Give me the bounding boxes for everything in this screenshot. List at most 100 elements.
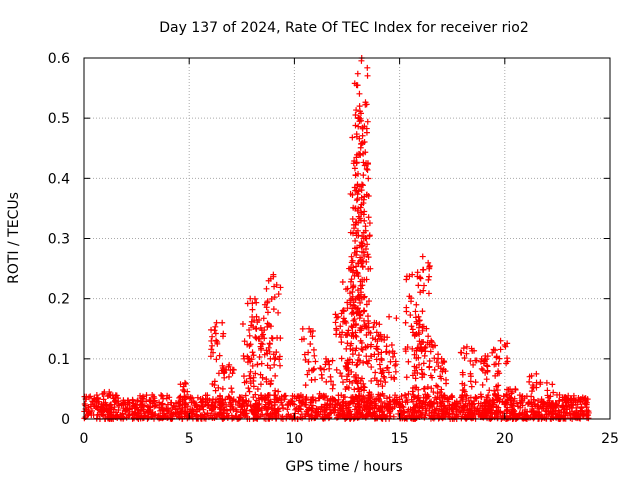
data-point (343, 319, 350, 326)
data-point (412, 314, 419, 321)
data-point (298, 336, 305, 343)
data-point (376, 361, 383, 368)
data-point (254, 361, 261, 368)
data-point (307, 399, 314, 406)
data-point (403, 374, 410, 381)
data-point (338, 392, 345, 399)
data-point (208, 337, 215, 344)
data-point (208, 326, 215, 333)
data-point (245, 385, 252, 392)
data-point (327, 373, 334, 380)
data-point (227, 403, 234, 410)
data-point (354, 294, 361, 301)
data-point (268, 335, 275, 342)
data-point (209, 406, 216, 413)
peak-point (556, 391, 563, 398)
data-point (368, 400, 375, 407)
data-point (355, 213, 362, 220)
data-point (493, 353, 500, 360)
data-point (105, 414, 112, 421)
data-point (139, 393, 146, 400)
data-point (473, 357, 480, 364)
data-point (246, 372, 253, 379)
data-point (159, 401, 166, 408)
data-point (345, 361, 352, 368)
data-point (349, 329, 356, 336)
data-point (347, 408, 354, 415)
data-point (123, 407, 130, 414)
data-point (411, 370, 418, 377)
data-point (131, 410, 138, 417)
data-point (333, 325, 340, 332)
data-point (229, 370, 236, 377)
data-point (337, 323, 344, 330)
data-point (264, 362, 271, 369)
data-point (370, 324, 377, 331)
data-point (308, 376, 315, 383)
data-point (431, 406, 438, 413)
data-point (364, 402, 371, 409)
data-point (470, 361, 477, 368)
data-point (275, 397, 282, 404)
data-point (265, 392, 272, 399)
data-point (308, 412, 315, 419)
data-point (363, 165, 370, 172)
data-point (467, 370, 474, 377)
data-point (89, 408, 96, 415)
data-point (261, 395, 268, 402)
data-point (516, 392, 523, 399)
data-point (420, 338, 427, 345)
data-point (403, 276, 410, 283)
data-point (354, 379, 361, 386)
data-point (483, 362, 490, 369)
data-point (134, 397, 141, 404)
data-point (497, 346, 504, 353)
data-point (413, 301, 420, 308)
data-point (313, 412, 320, 419)
data-point (375, 381, 382, 388)
data-point (90, 411, 97, 418)
data-point (359, 282, 366, 289)
data-point (367, 353, 374, 360)
data-point (271, 361, 278, 368)
data-point (344, 373, 351, 380)
data-point (316, 390, 323, 397)
data-point (334, 400, 341, 407)
data-point (501, 342, 508, 349)
data-point (403, 308, 410, 315)
data-point (359, 407, 366, 414)
data-point (491, 387, 498, 394)
data-point (372, 336, 379, 343)
data-point (355, 385, 362, 392)
data-point (265, 404, 272, 411)
data-point (537, 381, 544, 388)
data-point (219, 385, 226, 392)
data-point (349, 215, 356, 222)
data-point (372, 369, 379, 376)
data-point (459, 405, 466, 412)
data-point (549, 381, 556, 388)
peak-point (415, 313, 422, 320)
data-point (143, 392, 150, 399)
data-point (348, 295, 355, 302)
data-point (252, 370, 259, 377)
data-point (388, 341, 395, 348)
data-point (326, 365, 333, 372)
data-point (345, 327, 352, 334)
data-point (439, 400, 446, 407)
data-point (444, 396, 451, 403)
data-point (223, 401, 230, 408)
data-point (366, 395, 373, 402)
data-point (508, 401, 515, 408)
data-point (361, 162, 368, 169)
data-point (353, 333, 360, 340)
data-point (360, 412, 367, 419)
data-point (471, 398, 478, 405)
data-point (134, 414, 141, 421)
data-point (349, 347, 356, 354)
data-point (351, 245, 358, 252)
data-point (194, 394, 201, 401)
data-point (349, 191, 356, 198)
data-point (257, 381, 264, 388)
peak-point (478, 355, 485, 362)
